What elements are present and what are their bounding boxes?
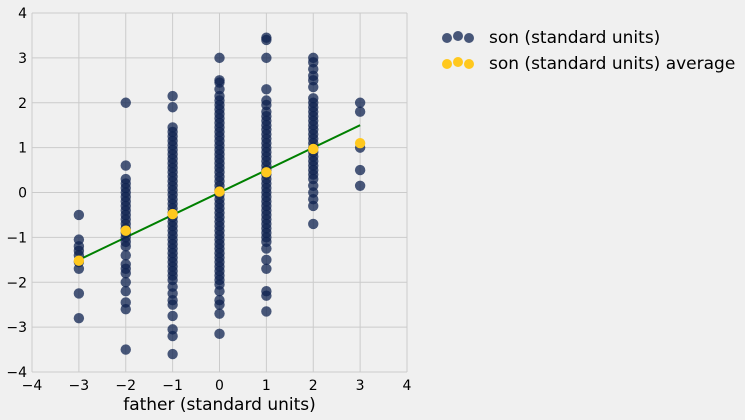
- y-tick-label: 2: [18, 96, 27, 112]
- x-tick-label: 3: [356, 378, 365, 394]
- average-data-point: [73, 255, 85, 266]
- legend-son-dot: [442, 33, 452, 43]
- son-data-point: [167, 299, 178, 310]
- x-tick-label: −3: [69, 378, 90, 394]
- y-tick-label: 4: [18, 6, 27, 22]
- legend-son-marker: [442, 31, 474, 43]
- son-data-point: [214, 328, 225, 340]
- y-tick-label: 3: [18, 51, 27, 67]
- son-data-point: [261, 290, 272, 301]
- average-data-point: [120, 225, 131, 236]
- son-data-point: [167, 330, 178, 342]
- son-data-point: [167, 90, 178, 102]
- legend-entry-average: son (standard units) average: [442, 54, 735, 74]
- son-data-point: [120, 241, 131, 252]
- y-tick-label: 0: [18, 186, 27, 202]
- legend-average-dot: [442, 59, 452, 69]
- x-tick-label: 2: [309, 378, 318, 394]
- son-data-point: [354, 164, 366, 176]
- son-data-point: [308, 218, 319, 230]
- y-tick-label: −1: [6, 230, 27, 246]
- average-points-layer: [73, 137, 366, 266]
- son-data-point: [73, 288, 85, 299]
- average-data-point: [354, 137, 366, 149]
- average-data-point: [214, 186, 225, 197]
- son-data-point: [120, 97, 131, 108]
- son-data-point: [73, 263, 85, 274]
- x-tick-label: 0: [215, 378, 224, 394]
- x-tick-label: 1: [262, 378, 271, 394]
- tick-labels: −4 −3 −2 −1 0 1 2 3 4 −4 −3 −2 −1 0 1 2 3 4: [6, 6, 411, 394]
- son-data-point: [73, 209, 85, 221]
- legend-average-label: son (standard units) average: [489, 54, 735, 74]
- legend-average-marker: [442, 57, 474, 69]
- son-data-point: [120, 286, 131, 297]
- son-data-point: [120, 344, 131, 355]
- average-data-point: [167, 208, 178, 220]
- legend: son (standard units) son (standard units…: [442, 28, 735, 74]
- x-tick-label: −1: [162, 378, 183, 394]
- average-data-point: [308, 143, 319, 155]
- average-data-point: [261, 167, 272, 178]
- son-data-point: [261, 84, 272, 95]
- legend-son-dot: [464, 33, 474, 43]
- legend-average-dot: [464, 59, 474, 69]
- son-data-point: [261, 306, 272, 317]
- son-data-point: [261, 34, 272, 46]
- x-tick-label: 4: [403, 378, 412, 394]
- legend-son-label: son (standard units): [489, 28, 660, 48]
- son-data-point: [354, 180, 366, 191]
- y-tick-label: −3: [6, 320, 27, 336]
- son-data-point: [261, 263, 272, 274]
- son-data-point: [167, 102, 178, 113]
- son-data-point: [308, 81, 319, 93]
- legend-son-dot: [453, 31, 463, 41]
- son-data-point: [354, 97, 366, 108]
- son-data-point: [214, 52, 225, 64]
- son-data-point: [261, 52, 272, 64]
- legend-entry-son: son (standard units): [442, 28, 660, 48]
- son-data-point: [261, 254, 272, 266]
- son-data-point: [167, 348, 178, 360]
- son-data-point: [167, 310, 178, 322]
- son-data-point: [261, 243, 272, 254]
- son-data-point: [308, 200, 319, 212]
- y-tick-label: −4: [6, 365, 27, 381]
- y-tick-label: 1: [18, 141, 27, 157]
- x-axis-title: father (standard units): [123, 395, 316, 415]
- y-tick-label: −2: [6, 275, 27, 291]
- son-data-point: [214, 286, 225, 297]
- son-data-point: [73, 312, 85, 324]
- x-tick-label: −4: [22, 378, 43, 394]
- son-data-point: [214, 299, 225, 310]
- son-data-point: [120, 303, 131, 315]
- son-data-point: [120, 277, 131, 288]
- son-data-point: [354, 106, 366, 117]
- son-data-point: [120, 160, 131, 171]
- son-data-point: [214, 308, 225, 319]
- son-data-point: [120, 250, 131, 261]
- legend-average-dot: [453, 57, 463, 67]
- son-data-point: [120, 268, 131, 279]
- x-tick-label: −2: [115, 378, 136, 394]
